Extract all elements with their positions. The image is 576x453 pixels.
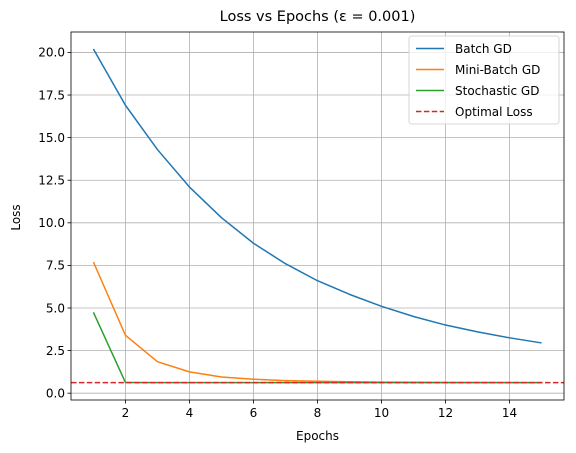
x-tick-label: 14 bbox=[502, 406, 517, 420]
chart-title: Loss vs Epochs (ε = 0.001) bbox=[220, 9, 416, 25]
y-tick-label: 15.0 bbox=[38, 131, 65, 145]
y-tick-label: 2.5 bbox=[46, 344, 65, 358]
x-tick-label: 8 bbox=[314, 406, 322, 420]
legend-label-mini-batch-gd: Mini-Batch GD bbox=[455, 63, 540, 77]
x-axis-title: Epochs bbox=[296, 429, 339, 443]
axes: 2 4 6 8 10 12 14 0.0 2.5 5.0 7.5 10.0 12.5 15.0 17.5 20… bbox=[38, 31, 565, 420]
y-tick-label: 10.0 bbox=[38, 216, 65, 230]
legend-label-stochastic-gd: Stochastic GD bbox=[455, 84, 539, 98]
y-tick-label: 17.5 bbox=[38, 88, 65, 102]
legend-label-optimal-loss: Optimal Loss bbox=[455, 105, 533, 119]
y-tick-label: 5.0 bbox=[46, 301, 65, 315]
x-tick-label: 2 bbox=[122, 406, 130, 420]
x-tick-label: 4 bbox=[186, 406, 194, 420]
y-tick-label: 12.5 bbox=[38, 174, 65, 188]
y-axis-title: Loss bbox=[9, 204, 23, 230]
legend-box bbox=[408, 35, 560, 125]
series-lines bbox=[71, 48, 564, 384]
y-tick-label: 7.5 bbox=[46, 259, 65, 273]
batch-gd-line bbox=[92, 48, 542, 344]
grid bbox=[71, 32, 564, 400]
legend-label-batch-gd: Batch GD bbox=[455, 42, 512, 56]
x-tick-label: 10 bbox=[374, 406, 389, 420]
plot-frame bbox=[70, 31, 565, 401]
legend: Batch GD Mini-Batch GD Stochastic GD Optima… bbox=[408, 35, 560, 125]
y-tick-label: 0.0 bbox=[46, 386, 65, 400]
x-tick-label: 6 bbox=[250, 406, 258, 420]
x-tick-label: 12 bbox=[438, 406, 453, 420]
y-tick-label: 20.0 bbox=[38, 46, 65, 60]
